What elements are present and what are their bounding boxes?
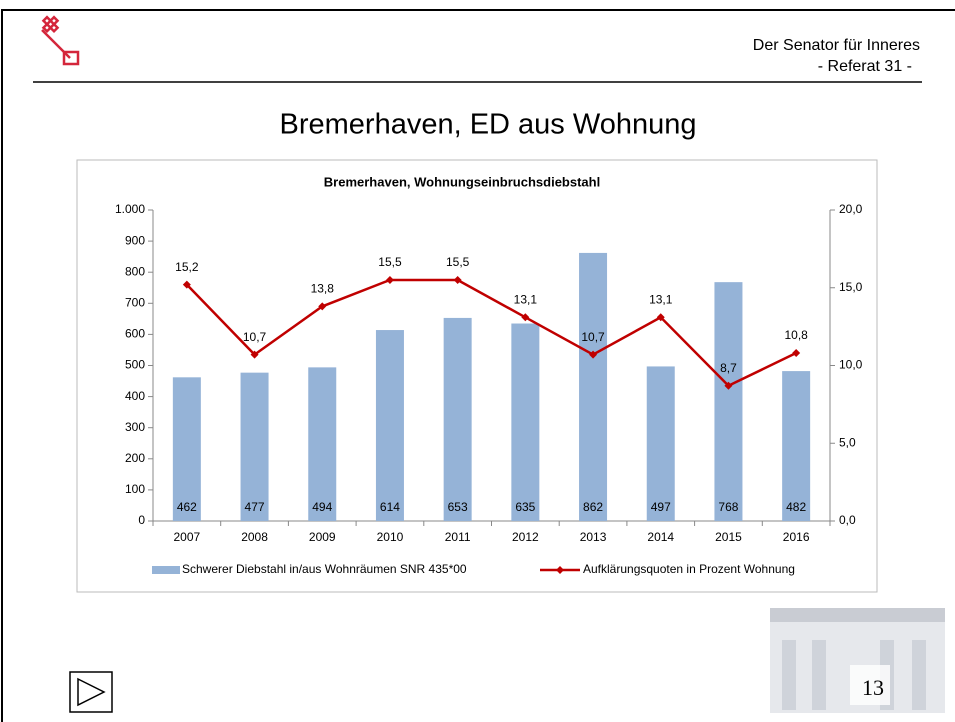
x-tick-label: 2011 <box>445 530 471 544</box>
y2-tick-label: 10,0 <box>839 358 863 372</box>
slide-frame <box>1 9 955 722</box>
y-tick-label: 400 <box>125 389 145 403</box>
line-value-label: 8,7 <box>720 361 737 375</box>
line-value-label: 13,1 <box>514 292 538 306</box>
y-tick-label: 1.000 <box>115 202 145 216</box>
legend-label: Schwerer Diebstahl in/aus Wohnräumen SNR… <box>182 562 467 576</box>
chart-title: Bremerhaven, Wohnungseinbruchsdiebstahl <box>324 174 600 189</box>
line <box>185 278 797 388</box>
x-tick-label: 2014 <box>647 530 674 544</box>
line-value-label: 15,5 <box>378 255 402 269</box>
bar-value-label: 614 <box>380 500 400 514</box>
bar-value-label: 482 <box>786 500 806 514</box>
y-tick-label: 0 <box>138 513 145 527</box>
x-tick-label: 2016 <box>783 530 810 544</box>
x-tick-label: 2013 <box>580 530 607 544</box>
line-marker <box>318 302 327 311</box>
line-value-label: 13,8 <box>311 282 335 296</box>
bar <box>375 330 404 521</box>
y-tick-label: 700 <box>125 295 145 309</box>
line-value-label: 13,1 <box>649 292 673 306</box>
line-marker <box>453 275 462 284</box>
bar <box>782 371 811 521</box>
chart-frame <box>76 159 878 593</box>
line-marker <box>792 349 801 358</box>
chart: 0 100 200 300 400 500 600 700 800 900 1.000 0,0 5,0 1… <box>115 202 863 576</box>
bar-value-label: 635 <box>515 500 535 514</box>
line-value-label: 10,8 <box>784 328 808 342</box>
building-image <box>770 608 945 713</box>
y-tick-label: 100 <box>125 482 145 496</box>
logo <box>41 15 80 66</box>
bar <box>714 282 743 521</box>
bar-value-label: 477 <box>245 500 265 514</box>
y-tick-label: 600 <box>125 327 145 341</box>
legend-swatch-marker <box>556 566 564 574</box>
line-marker <box>182 280 191 289</box>
bar <box>240 372 269 521</box>
page-number: 13 <box>862 675 884 700</box>
line-marker <box>589 350 598 359</box>
y-tick-label: 900 <box>125 233 145 247</box>
header-line2: - Referat 31 - <box>818 58 912 75</box>
bar-value-label: 768 <box>718 500 738 514</box>
y2-tick-label: 0,0 <box>839 513 856 527</box>
y2-tick-label: 5,0 <box>839 435 856 449</box>
header-line1: Der Senator für Inneres <box>753 37 920 54</box>
bar-value-label: 494 <box>312 500 332 514</box>
x-tick-label: 2015 <box>715 530 742 544</box>
bar-value-label: 862 <box>583 500 603 514</box>
x-tick-label: 2007 <box>173 530 200 544</box>
next-button[interactable] <box>69 671 113 713</box>
x-tick-label: 2010 <box>377 530 404 544</box>
line-value-label: 10,7 <box>243 330 267 344</box>
x-tick-label: 2008 <box>241 530 268 544</box>
bar <box>646 366 675 521</box>
legend-label: Aufklärungsquoten in Prozent Wohnung <box>583 562 795 576</box>
slide-title: Bremerhaven, ED aus Wohnung <box>280 109 697 141</box>
bar <box>579 252 608 521</box>
x-tick-label: 2012 <box>512 530 539 544</box>
line-marker <box>724 381 733 390</box>
bar <box>511 323 540 521</box>
bar <box>172 377 201 521</box>
y2-tick-label: 20,0 <box>839 202 863 216</box>
line-value-label: 15,5 <box>446 255 470 269</box>
line-value-label: 10,7 <box>581 330 605 344</box>
y-tick-label: 300 <box>125 420 145 434</box>
line-marker <box>250 350 259 359</box>
y2-tick-label: 15,0 <box>839 280 863 294</box>
bar <box>443 317 472 521</box>
y-tick-label: 500 <box>125 358 145 372</box>
bar-value-label: 497 <box>651 500 671 514</box>
line-marker <box>521 313 530 322</box>
y-tick-label: 200 <box>125 451 145 465</box>
next-arrow[interactable] <box>77 677 106 707</box>
x-tick-label: 2009 <box>309 530 336 544</box>
y-tick-label: 800 <box>125 264 145 278</box>
bar-value-label: 653 <box>448 500 468 514</box>
bar-value-label: 462 <box>177 500 197 514</box>
legend-swatch <box>152 566 180 574</box>
line-marker <box>385 275 394 284</box>
line-marker <box>656 313 665 322</box>
bar <box>308 367 337 521</box>
line-value-label: 15,2 <box>175 260 199 274</box>
